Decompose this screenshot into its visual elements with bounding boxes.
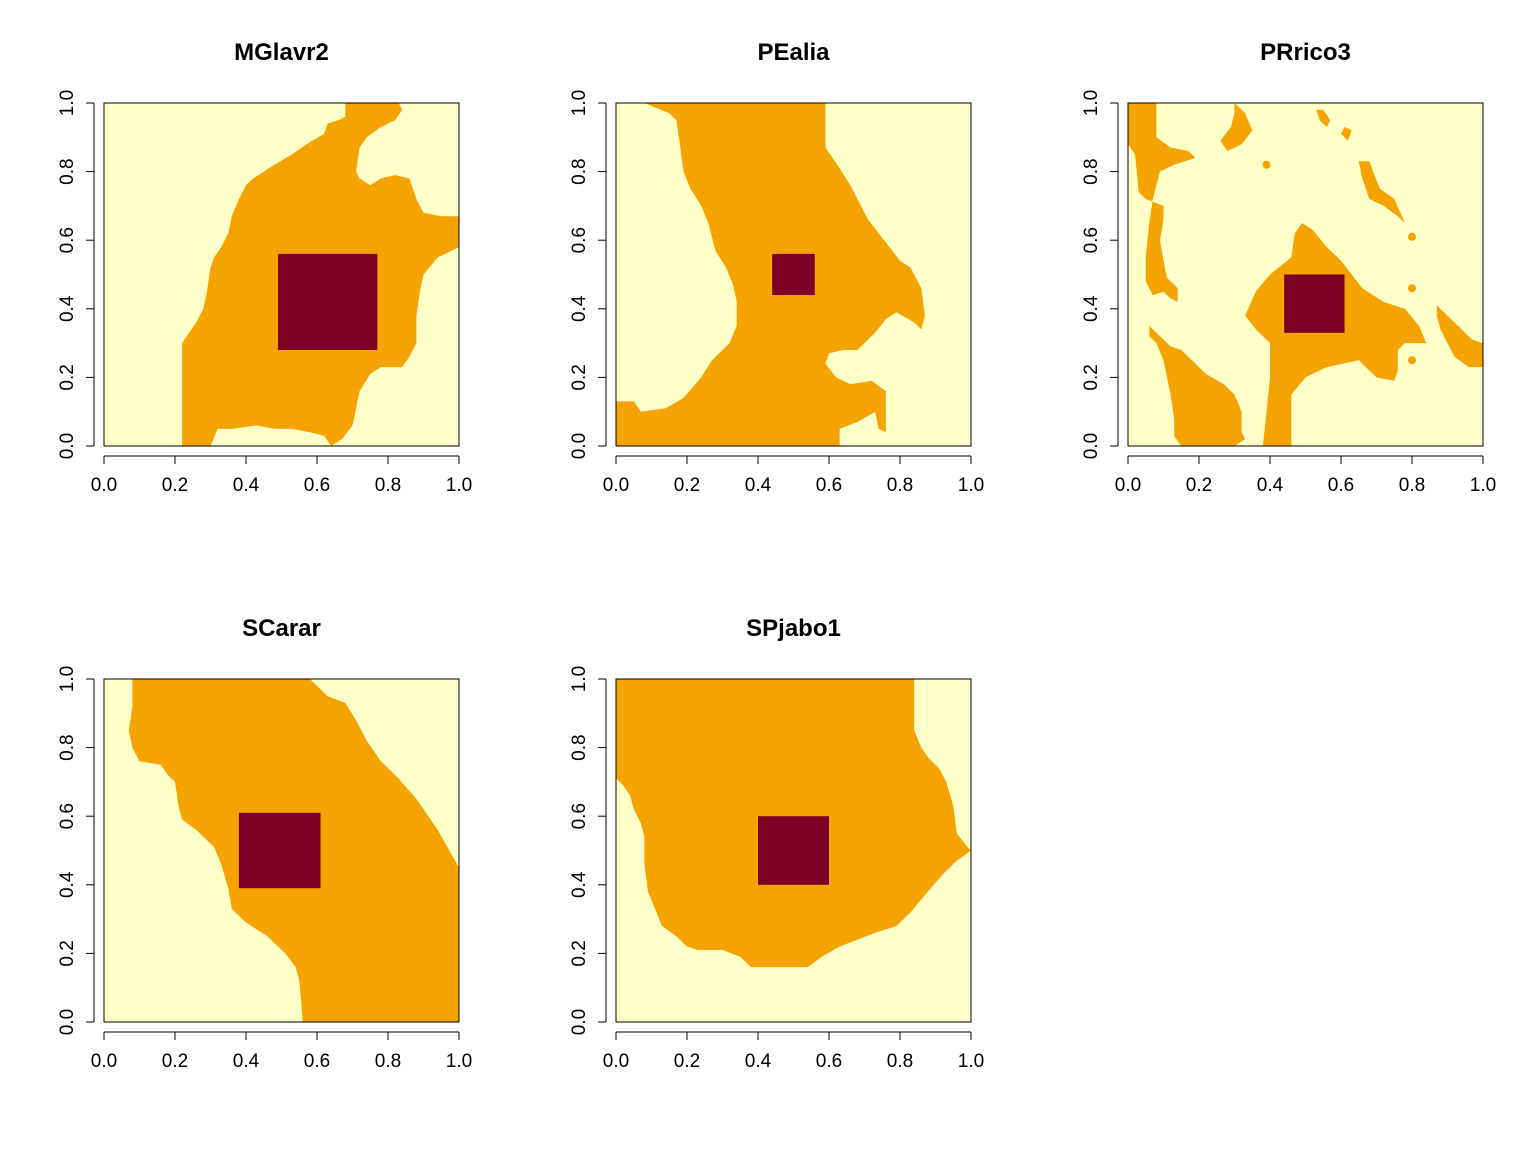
x-tick-label: 0.0 — [603, 1051, 629, 1072]
y-tick-label: 0.2 — [57, 364, 78, 390]
x-tick-label: 0.8 — [375, 475, 401, 496]
chart-panel-1: MGlavr2 0.0 0.2 0.4 0.6 0.8 1.0 0.0 0.2 0.4 0.6 0.8… — [57, 39, 472, 496]
x-tick-label: 0.0 — [91, 475, 117, 496]
panel-title: SCarar — [242, 615, 321, 642]
habitat-patch — [1149, 325, 1246, 446]
x-tick-label: 0.4 — [233, 1051, 260, 1072]
x-tick-label: 0.0 — [91, 1051, 117, 1072]
y-tick-label: 0.6 — [1081, 227, 1102, 253]
y-tick-label: 0.8 — [569, 158, 590, 184]
x-tick-label: 1.0 — [446, 475, 472, 496]
habitat-patch — [1408, 284, 1416, 293]
habitat-patch — [1358, 161, 1405, 223]
plot-area — [104, 679, 459, 1022]
core-region — [277, 253, 378, 350]
habitat-patch — [1316, 109, 1331, 127]
plot-frame — [103, 678, 460, 1023]
panel-title: PRrico3 — [1260, 39, 1351, 66]
x-tick-label: 0.8 — [887, 475, 913, 496]
y-tick-label: 0.4 — [1081, 295, 1102, 322]
chart-panel-3: PRrico3 0.0 0.2 0.4 0.6 0.8 1.0 0.0 0.2 0.4 0.6 0.8… — [1081, 39, 1496, 496]
x-tick-label: 1.0 — [958, 1051, 984, 1072]
y-tick-label: 1.0 — [1081, 90, 1102, 116]
habitat-region — [616, 103, 925, 446]
habitat-patch — [1436, 305, 1483, 368]
y-tick-label: 0.2 — [1081, 364, 1102, 390]
panel-title: MGlavr2 — [234, 39, 329, 66]
y-tick-label: 1.0 — [569, 666, 590, 692]
y-tick-label: 0.0 — [57, 433, 78, 459]
y-tick-label: 0.2 — [569, 940, 590, 966]
y-tick-label: 0.4 — [57, 871, 78, 898]
x-tick-label: 0.8 — [1399, 475, 1425, 496]
x-tick-label: 0.2 — [162, 1051, 188, 1072]
x-tick-label: 0.4 — [745, 475, 772, 496]
y-tick-label: 0.0 — [569, 1009, 590, 1035]
habitat-patch — [1220, 103, 1253, 151]
y-tick-label: 1.0 — [57, 666, 78, 692]
core-region — [238, 812, 321, 889]
chart-panel-2: PEalia 0.0 0.2 0.4 0.6 0.8 1.0 0.0 0.2 0.4 0.6 0.8 1… — [569, 39, 984, 496]
y-tick-label: 0.8 — [57, 734, 78, 760]
habitat-patch — [1262, 160, 1271, 169]
x-tick-label: 1.0 — [446, 1051, 472, 1072]
x-tick-label: 0.2 — [674, 1051, 700, 1072]
core-region — [1284, 274, 1345, 333]
plot-area — [1128, 103, 1483, 446]
x-tick-label: 0.6 — [816, 1051, 842, 1072]
y-tick-label: 0.2 — [569, 364, 590, 390]
plot-frame — [103, 102, 460, 447]
y-tick-label: 0.8 — [569, 734, 590, 760]
y-tick-label: 0.4 — [569, 295, 590, 322]
x-tick-label: 0.4 — [233, 475, 260, 496]
y-tick-label: 0.0 — [57, 1009, 78, 1035]
panel-title: SPjabo1 — [746, 615, 841, 642]
x-tick-label: 0.6 — [816, 475, 842, 496]
core-region — [772, 253, 815, 296]
y-tick-label: 0.0 — [1081, 433, 1102, 459]
x-tick-label: 0.4 — [1257, 475, 1284, 496]
x-tick-label: 0.4 — [745, 1051, 772, 1072]
y-tick-label: 0.8 — [57, 158, 78, 184]
habitat-patch — [1128, 103, 1196, 302]
x-tick-label: 0.2 — [674, 475, 700, 496]
plot-area — [616, 679, 971, 1022]
y-tick-label: 0.2 — [57, 940, 78, 966]
habitat-patch — [1408, 232, 1416, 241]
x-tick-label: 0.2 — [162, 475, 188, 496]
x-tick-label: 0.6 — [304, 475, 330, 496]
x-tick-label: 0.6 — [304, 1051, 330, 1072]
x-tick-label: 0.8 — [375, 1051, 401, 1072]
plot-frame — [1127, 102, 1484, 447]
habitat-patch — [1408, 356, 1416, 365]
plot-frame — [615, 678, 972, 1023]
y-tick-label: 0.4 — [569, 871, 590, 898]
chart-panel-5: SPjabo1 0.0 0.2 0.4 0.6 0.8 1.0 0.0 0.2 0.4 0.6 0.8… — [569, 615, 984, 1072]
x-tick-label: 1.0 — [1470, 475, 1496, 496]
plot-area — [616, 103, 971, 446]
plot-area — [104, 103, 459, 446]
x-tick-label: 0.8 — [887, 1051, 913, 1072]
y-tick-label: 0.6 — [57, 803, 78, 829]
y-tick-label: 1.0 — [569, 90, 590, 116]
y-tick-label: 0.6 — [569, 227, 590, 253]
x-tick-label: 0.0 — [603, 475, 629, 496]
panel-title: PEalia — [757, 39, 830, 66]
y-tick-label: 0.0 — [569, 433, 590, 459]
y-tick-label: 1.0 — [57, 90, 78, 116]
y-tick-label: 0.4 — [57, 295, 78, 322]
plot-frame — [615, 102, 972, 447]
chart-panel-4: SCarar 0.0 0.2 0.4 0.6 0.8 1.0 0.0 0.2 0.4 0.6 0.8 1… — [57, 615, 472, 1072]
core-region — [758, 816, 829, 885]
x-tick-label: 0.2 — [1186, 475, 1212, 496]
x-tick-label: 1.0 — [958, 475, 984, 496]
y-tick-label: 0.6 — [569, 803, 590, 829]
y-tick-label: 0.8 — [1081, 158, 1102, 184]
x-tick-label: 0.6 — [1328, 475, 1354, 496]
habitat-patch — [1341, 127, 1352, 141]
x-tick-label: 0.0 — [1115, 475, 1141, 496]
y-tick-label: 0.6 — [57, 227, 78, 253]
